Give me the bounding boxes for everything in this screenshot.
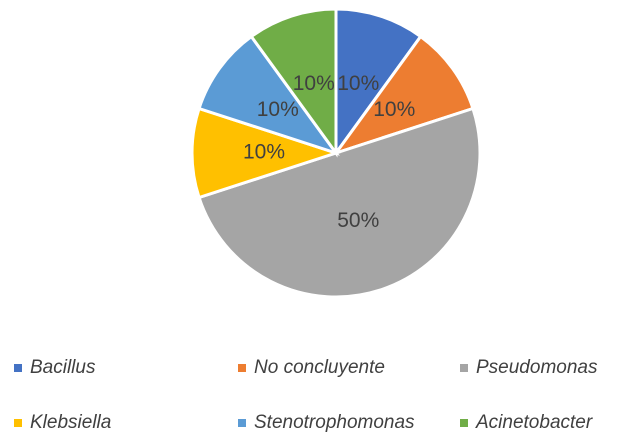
data-label: 10% [337, 72, 379, 95]
pie-slice [334, 7, 423, 158]
legend-swatch [238, 364, 246, 372]
legend-label: Klebsiella [30, 412, 111, 433]
legend-swatch [460, 419, 468, 427]
legend-label: No concluyente [254, 357, 385, 378]
legend-label: Stenotrophomonas [254, 412, 415, 433]
pie-slice [332, 34, 475, 156]
pie-slice [249, 7, 338, 158]
pie-slice [197, 34, 340, 156]
data-label: 10% [243, 141, 285, 164]
pie-slice [197, 106, 482, 299]
legend-label: Acinetobacter [475, 412, 593, 433]
legend-swatch [14, 364, 22, 372]
pie-slice [190, 106, 341, 200]
data-label: 10% [293, 72, 335, 95]
legend-label: Bacillus [30, 357, 96, 378]
data-label: 10% [257, 98, 299, 121]
legend-label: Pseudomonas [476, 357, 598, 378]
legend-swatch [460, 364, 468, 372]
data-label: 10% [373, 98, 415, 121]
data-label: 50% [337, 209, 379, 232]
legend-swatch [14, 419, 22, 427]
legend-swatch [238, 419, 246, 427]
